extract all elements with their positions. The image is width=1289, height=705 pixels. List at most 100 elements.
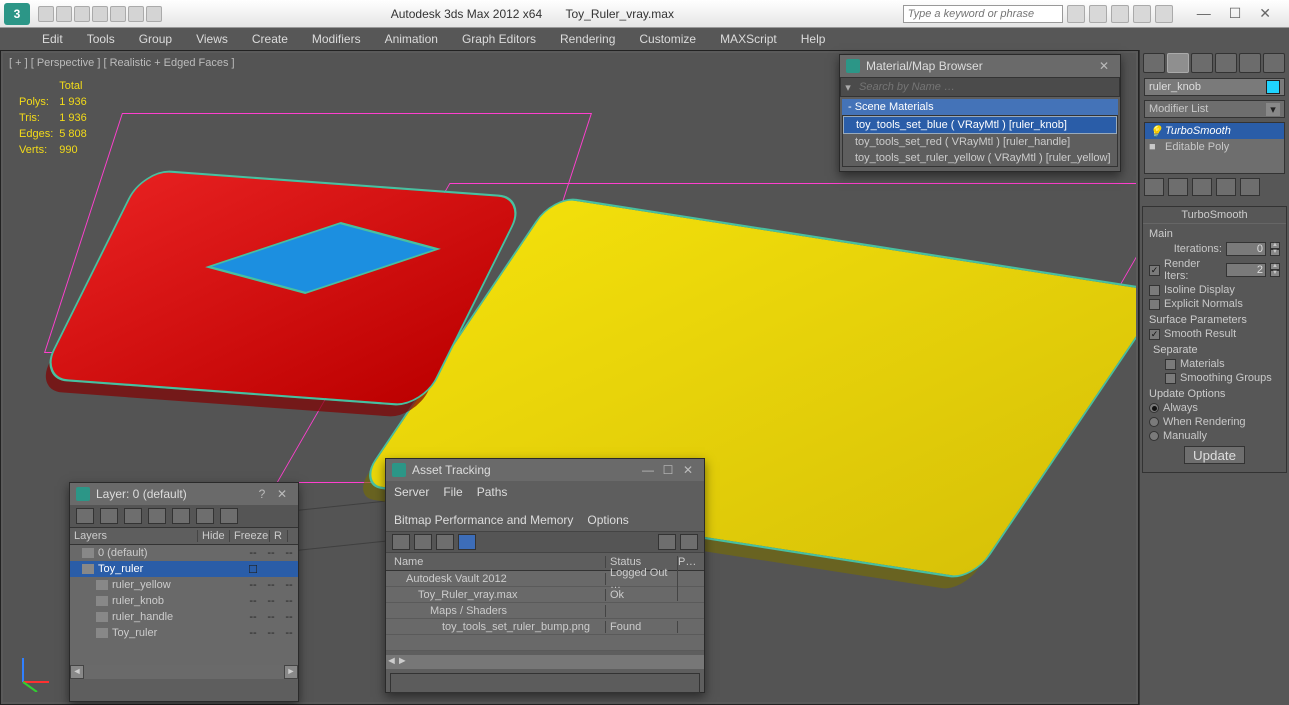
qat-open-icon[interactable] xyxy=(56,6,72,22)
show-end-result-icon[interactable] xyxy=(1168,178,1188,196)
sep-materials-checkbox[interactable] xyxy=(1165,359,1176,370)
layer-row[interactable]: Toy_ruler------ xyxy=(70,625,298,641)
menu-modifiers[interactable]: Modifiers xyxy=(300,29,373,49)
qat-save-icon[interactable] xyxy=(74,6,90,22)
asset-menu-item[interactable]: Paths xyxy=(477,485,508,499)
maximize-button[interactable]: ☐ xyxy=(1229,5,1242,22)
configure-sets-icon[interactable] xyxy=(1240,178,1260,196)
make-unique-icon[interactable] xyxy=(1192,178,1212,196)
asset-minimize-icon[interactable]: — xyxy=(638,463,658,477)
asset-row[interactable]: toy_tools_set_ruler_bump.pngFound xyxy=(386,619,704,635)
menu-rendering[interactable]: Rendering xyxy=(548,29,627,49)
layer-row[interactable]: ruler_handle------ xyxy=(70,609,298,625)
menu-help[interactable]: Help xyxy=(789,29,838,49)
asset-tree-icon[interactable] xyxy=(436,534,454,550)
layer-highlight-icon[interactable] xyxy=(172,508,190,524)
rollout-title[interactable]: TurboSmooth xyxy=(1143,207,1286,224)
exchange-icon[interactable] xyxy=(1111,5,1129,23)
menu-group[interactable]: Group xyxy=(127,29,184,49)
asset-menu-item[interactable]: Bitmap Performance and Memory xyxy=(394,513,573,527)
app-icon[interactable]: 3 xyxy=(4,3,30,25)
layer-row[interactable]: ruler_knob------ xyxy=(70,593,298,609)
smooth-result-checkbox[interactable]: ✓ xyxy=(1149,329,1160,340)
asset-list-icon[interactable] xyxy=(414,534,432,550)
qat-link-icon[interactable] xyxy=(128,6,144,22)
modifier-stack-item[interactable]: ■Editable Poly xyxy=(1145,139,1284,155)
layer-delete-icon[interactable] xyxy=(100,508,118,524)
object-name-field[interactable]: ruler_knob xyxy=(1144,78,1285,96)
layer-add-icon[interactable] xyxy=(124,508,142,524)
material-item[interactable]: toy_tools_set_red ( VRayMtl ) [ruler_han… xyxy=(843,134,1117,150)
asset-help-icon[interactable] xyxy=(658,534,676,550)
tab-display-icon[interactable] xyxy=(1239,53,1261,73)
menu-maxscript[interactable]: MAXScript xyxy=(708,29,789,49)
layer-col-render[interactable]: R xyxy=(270,530,288,542)
render-iters-spin-buttons[interactable]: ▲▼ xyxy=(1270,263,1280,277)
layer-scrollbar[interactable]: ◄► xyxy=(70,665,298,679)
minimize-button[interactable]: — xyxy=(1197,5,1211,22)
menu-graph-editors[interactable]: Graph Editors xyxy=(450,29,548,49)
help-search-input[interactable] xyxy=(903,5,1063,23)
update-option-radio[interactable] xyxy=(1149,417,1159,427)
asset-table-icon[interactable] xyxy=(458,534,476,550)
update-option-radio[interactable] xyxy=(1149,403,1159,413)
layer-row[interactable]: ruler_yellow------ xyxy=(70,577,298,593)
material-browser-close-icon[interactable]: ✕ xyxy=(1094,59,1114,73)
tab-motion-icon[interactable] xyxy=(1215,53,1237,73)
menu-tools[interactable]: Tools xyxy=(75,29,127,49)
layer-hide-icon[interactable] xyxy=(196,508,214,524)
menu-animation[interactable]: Animation xyxy=(373,29,450,49)
qat-undo-icon[interactable] xyxy=(92,6,108,22)
layer-panel-help-icon[interactable]: ? xyxy=(252,487,272,501)
material-item[interactable]: toy_tools_set_blue ( VRayMtl ) [ruler_kn… xyxy=(843,116,1117,134)
object-color-swatch[interactable] xyxy=(1266,80,1280,94)
layer-row[interactable]: Toy_ruler☐ xyxy=(70,561,298,577)
explicit-normals-checkbox[interactable] xyxy=(1149,299,1160,310)
subscription-icon[interactable] xyxy=(1089,5,1107,23)
viewport-label[interactable]: [ + ] [ Perspective ] [ Realistic + Edge… xyxy=(9,57,235,69)
favorites-icon[interactable] xyxy=(1133,5,1151,23)
render-iters-checkbox[interactable]: ✓ xyxy=(1149,265,1160,276)
asset-row[interactable]: Toy_Ruler_vray.maxOk xyxy=(386,587,704,603)
material-search-menu-icon[interactable]: ▾ xyxy=(841,81,855,94)
asset-menu-item[interactable]: File xyxy=(443,485,462,499)
remove-modifier-icon[interactable] xyxy=(1216,178,1236,196)
menu-customize[interactable]: Customize xyxy=(627,29,708,49)
modifier-stack-item[interactable]: 💡TurboSmooth xyxy=(1145,123,1284,139)
asset-row[interactable]: Autodesk Vault 2012Logged Out … xyxy=(386,571,704,587)
layer-panel-close-icon[interactable]: ✕ xyxy=(272,487,292,501)
qat-new-icon[interactable] xyxy=(38,6,54,22)
asset-close-icon[interactable]: ✕ xyxy=(678,463,698,477)
asset-refresh-icon[interactable] xyxy=(392,534,410,550)
qat-more-icon[interactable] xyxy=(146,6,162,22)
asset-menu-item[interactable]: Server xyxy=(394,485,429,499)
help-icon[interactable] xyxy=(1155,5,1173,23)
sep-groups-checkbox[interactable] xyxy=(1165,373,1176,384)
asset-scrollbar[interactable]: ◄► xyxy=(386,655,704,669)
modifier-list-dropdown[interactable]: Modifier List ▾ xyxy=(1144,100,1285,118)
axis-gizmo[interactable] xyxy=(13,652,53,692)
asset-options-icon[interactable] xyxy=(680,534,698,550)
layer-col-freeze[interactable]: Freeze xyxy=(230,530,270,542)
update-button[interactable]: Update xyxy=(1184,446,1245,464)
close-button[interactable]: ✕ xyxy=(1259,5,1271,22)
pin-stack-icon[interactable] xyxy=(1144,178,1164,196)
tab-modify-icon[interactable] xyxy=(1167,53,1189,73)
asset-menu-item[interactable]: Options xyxy=(587,513,628,527)
tab-utilities-icon[interactable] xyxy=(1263,53,1285,73)
menu-create[interactable]: Create xyxy=(240,29,300,49)
layer-new-icon[interactable] xyxy=(76,508,94,524)
menu-views[interactable]: Views xyxy=(184,29,240,49)
tab-hierarchy-icon[interactable] xyxy=(1191,53,1213,73)
qat-redo-icon[interactable] xyxy=(110,6,126,22)
layer-row[interactable]: 0 (default)------ xyxy=(70,545,298,561)
layer-select-icon[interactable] xyxy=(148,508,166,524)
menu-edit[interactable]: Edit xyxy=(30,29,75,49)
asset-maximize-icon[interactable]: ☐ xyxy=(658,463,678,477)
material-search-input[interactable] xyxy=(855,81,1119,93)
update-option-radio[interactable] xyxy=(1149,431,1159,441)
render-iters-spinner[interactable]: 2 xyxy=(1226,263,1266,277)
layer-col-hide[interactable]: Hide xyxy=(198,530,230,542)
iterations-spinner[interactable]: 0 xyxy=(1226,242,1266,256)
asset-prompt-field[interactable] xyxy=(390,673,700,693)
